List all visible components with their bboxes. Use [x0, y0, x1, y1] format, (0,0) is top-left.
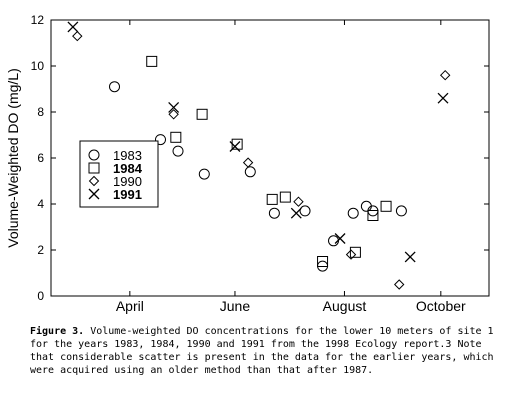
- legend-label-1984: 1984: [113, 161, 143, 176]
- y-axis: 0 2 4 6 8 10 12: [31, 13, 489, 303]
- y-tick-label: 4: [37, 197, 44, 211]
- legend-label-1983: 1983: [113, 148, 142, 163]
- point-1991: [168, 101, 180, 113]
- point-1983: [109, 81, 121, 93]
- point-1990: [242, 157, 254, 168]
- y-tick-label: 8: [37, 105, 44, 119]
- x-tick-label: August: [323, 298, 367, 314]
- point-1990: [345, 249, 357, 260]
- series-1984: [146, 55, 392, 267]
- point-1984: [349, 246, 361, 258]
- x-axis: April June August October: [116, 20, 466, 314]
- x-marker-stroke: [334, 233, 346, 244]
- legend-marker-1983: [88, 149, 100, 161]
- caption-label: Figure 3.: [30, 326, 85, 337]
- y-tick-label: 6: [37, 151, 44, 165]
- point-1991: [334, 233, 346, 244]
- point-1991: [229, 141, 241, 152]
- x-marker-stroke: [168, 101, 180, 113]
- legend-box: [79, 140, 159, 208]
- legend-marker-1990: [88, 175, 100, 187]
- x-tick-label: April: [116, 298, 144, 314]
- point-1983: [198, 168, 210, 180]
- point-1984: [279, 191, 291, 203]
- point-1984: [266, 193, 278, 205]
- x-marker-stroke: [404, 251, 416, 263]
- y-tick-label: 12: [31, 13, 45, 27]
- scatter-chart: 0 2 4 6 8 10 12 April June August October Volume-…: [5, 13, 490, 314]
- point-1991: [290, 207, 302, 219]
- y-tick-label: 0: [37, 289, 44, 303]
- y-axis-title: Volume-Weighted DO (mg/L): [5, 68, 21, 247]
- point-1990: [394, 279, 405, 290]
- legend-marker-1991: [88, 188, 100, 200]
- legend-label-1990: 1990: [113, 174, 142, 189]
- point-1990: [293, 196, 304, 207]
- point-1983: [395, 205, 407, 217]
- y-tick-label: 2: [37, 243, 44, 257]
- y-tick-label: 10: [31, 59, 45, 73]
- point-1984: [170, 131, 182, 143]
- caption-text: Volume-weighted DO concentrations for th…: [30, 326, 500, 376]
- point-1991: [437, 92, 449, 104]
- point-1983: [172, 145, 184, 157]
- series-1990: [72, 30, 451, 290]
- point-1984: [380, 200, 392, 212]
- point-1991: [67, 21, 79, 33]
- point-1990: [168, 109, 179, 120]
- point-1990: [439, 69, 451, 81]
- x-marker-stroke: [88, 188, 100, 200]
- point-1984: [146, 55, 158, 67]
- point-1983: [360, 200, 372, 212]
- point-1983: [347, 207, 359, 219]
- point-1983: [299, 205, 311, 217]
- point-1984: [367, 210, 379, 221]
- point-1984: [196, 108, 208, 120]
- legend-label-1991: 1991: [113, 187, 142, 202]
- point-1990: [72, 30, 83, 42]
- figure-caption: Figure 3. Volume-weighted DO concentrati…: [30, 325, 500, 377]
- legend-marker-1984: [88, 162, 100, 174]
- data-points: [67, 21, 451, 290]
- point-1984: [317, 256, 329, 267]
- point-1983: [268, 207, 280, 219]
- point-1983: [244, 166, 256, 178]
- x-tick-label: June: [220, 298, 251, 314]
- series-1991: [67, 21, 449, 263]
- x-marker-stroke: [229, 141, 241, 152]
- point-1983: [155, 134, 166, 146]
- x-marker-stroke: [437, 92, 449, 104]
- x-marker-stroke: [290, 207, 302, 219]
- x-marker-stroke: [67, 21, 79, 33]
- point-1991: [404, 251, 416, 263]
- x-tick-label: October: [416, 298, 466, 314]
